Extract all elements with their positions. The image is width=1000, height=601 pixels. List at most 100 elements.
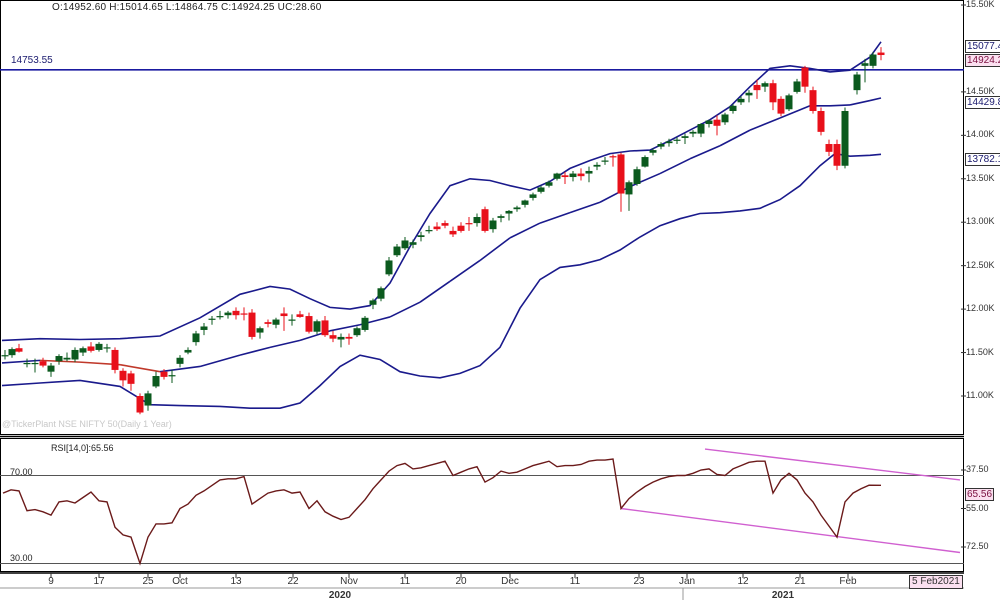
bollinger-middle-segment: [329, 323, 361, 332]
bollinger-upper: [1, 41, 882, 342]
candle-up: [497, 216, 505, 218]
candle-up: [569, 173, 577, 178]
candle-up: [353, 328, 361, 336]
bollinger-middle-segment: [659, 158, 691, 175]
bollinger-middle-segment: [509, 222, 541, 239]
candlesticks: [1, 47, 885, 415]
x-tick-label: 21: [794, 576, 806, 587]
candle-up: [23, 362, 31, 365]
candle-up: [665, 141, 673, 144]
candle-up: [409, 242, 417, 245]
candle-up: [208, 318, 216, 320]
x-tick-label: Oct: [172, 576, 188, 587]
candle-up: [47, 365, 55, 372]
candle-up: [505, 210, 513, 214]
candle-up: [641, 157, 649, 167]
lower-band-value-box: 13782.1: [965, 153, 1000, 166]
candle-up: [144, 393, 152, 406]
candle-up: [473, 217, 481, 224]
candle-up: [361, 317, 369, 330]
candle-up: [689, 131, 697, 134]
candle-up: [729, 105, 737, 112]
candle-down: [248, 312, 256, 337]
price-tick-label: 11.50K: [966, 346, 994, 357]
candle-up: [529, 194, 537, 198]
candle-up: [721, 114, 729, 123]
bollinger-middle-segment: [849, 99, 871, 106]
candle-down: [877, 52, 885, 56]
candle-up: [633, 169, 641, 184]
x-tick-label: 11: [569, 576, 581, 587]
candle-up: [681, 136, 689, 138]
x-tick-label: 23: [633, 576, 645, 587]
rsi-tick-label: 37.50: [966, 464, 989, 474]
bollinger-middle-segment: [479, 237, 511, 262]
candle-up: [761, 83, 769, 87]
candle-up: [272, 319, 280, 325]
rsi-trend-channel[interactable]: [620, 448, 961, 554]
candle-up: [152, 376, 160, 387]
bollinger-middle-segment: [749, 117, 781, 131]
candle-down: [769, 83, 777, 103]
candle-down: [296, 314, 304, 317]
candle-up: [103, 347, 111, 349]
candle-up: [385, 260, 393, 275]
price-tick-label: 12.50K: [966, 259, 995, 270]
candle-up: [63, 357, 71, 360]
x-tick-label: 20: [455, 576, 467, 587]
x-tick-label: Jan: [678, 576, 696, 587]
candle-up: [95, 343, 103, 350]
x-tick-label: 17: [93, 576, 105, 587]
rsi-y-ticks: [961, 469, 966, 548]
bollinger-lower: [1, 152, 882, 410]
rsi-tick-label: 55.00: [966, 502, 989, 513]
candle-up: [393, 246, 401, 256]
rsi-value-box: 65.56: [965, 488, 995, 501]
current-date-box: 5 Feb2021: [909, 575, 963, 589]
candle-down: [240, 313, 248, 315]
resistance-line-label: 14753.55: [11, 55, 53, 66]
candle-down: [441, 223, 449, 226]
x-tick-label: Dec: [501, 576, 519, 587]
candle-up: [625, 182, 633, 195]
candle-up: [184, 349, 192, 353]
x-tick-label: 25: [142, 576, 154, 587]
bollinger-middle-segment: [599, 185, 631, 203]
price-tick-label: 15.50K: [966, 0, 995, 9]
candle-up: [705, 120, 713, 125]
candle-down: [329, 335, 337, 339]
channel-upper-line[interactable]: [704, 448, 961, 481]
price-tick-label: 12.00K: [966, 303, 995, 314]
candle-down: [561, 175, 569, 178]
candle-up: [377, 288, 385, 299]
year-label: 2020: [328, 590, 352, 601]
candle-down: [433, 226, 441, 230]
candle-up: [192, 333, 200, 343]
channel-lower-line[interactable]: [620, 507, 961, 554]
bollinger-middle-segment: [119, 363, 161, 373]
bollinger-bands: [1, 41, 882, 410]
candle-down: [577, 173, 585, 177]
candle-up: [553, 173, 561, 179]
bollinger-middle-segment: [389, 301, 421, 318]
candle-up: [869, 54, 877, 66]
candle-up: [1, 355, 9, 357]
bollinger-middle-segment: [779, 105, 811, 119]
candle-up: [79, 348, 87, 353]
rsi-70-label: 70.00: [10, 467, 33, 477]
rsi-indicator-label: RSI[14,0]:65.56: [51, 443, 114, 453]
bollinger-middle-segment: [1, 359, 41, 364]
rsi-panel-frame: [0, 438, 964, 572]
price-tick-label: 14.00K: [966, 129, 995, 140]
candle-down: [15, 348, 23, 352]
candle-up: [545, 182, 553, 186]
candle-up: [224, 312, 232, 316]
candle-up: [853, 74, 861, 91]
candle-up: [401, 240, 409, 249]
candle-down: [457, 225, 465, 231]
candle-up: [31, 362, 39, 365]
candle-up: [369, 300, 377, 305]
candle-up: [313, 321, 321, 332]
candle-down: [119, 370, 127, 381]
candle-down: [465, 223, 473, 225]
